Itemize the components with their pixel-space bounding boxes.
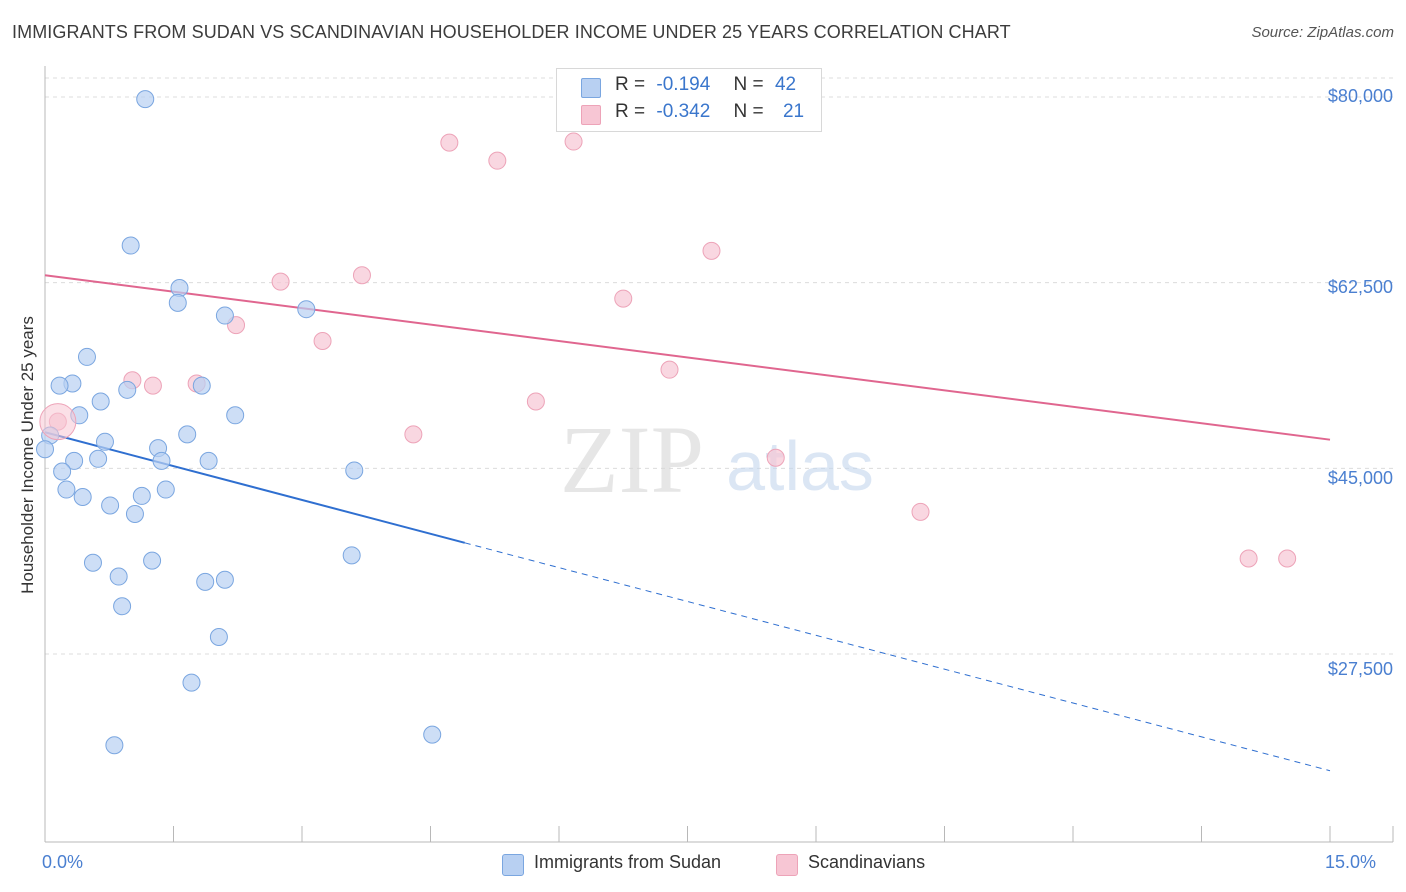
scandinavians-point [488,151,507,170]
watermark-zip: ZIP [560,406,704,513]
sudan-point [132,486,151,505]
sudan-point [178,425,197,444]
n-value: 42 [774,74,797,95]
sudan-swatch [581,78,601,98]
sudan-point [118,380,137,399]
sudan-point [95,432,114,451]
sudan-point [101,496,120,515]
r-value: -0.194 [656,74,711,95]
x-tick-label-min: 0.0% [42,852,84,872]
sudan-point [215,306,234,325]
scandinavians-point [702,241,721,260]
scandinavians-point [614,289,633,308]
gridlines [45,77,1393,655]
sudan-point [168,293,187,312]
chart-title: IMMIGRANTS FROM SUDAN VS SCANDINAVIAN HO… [12,22,1011,42]
x-tick-label-max: 15.0% [1325,852,1377,872]
sudan-point [170,278,189,297]
n-label: N = [733,101,764,122]
scandinavians-legend-label: Scandinavians [808,852,926,872]
sudan-legend-swatch [502,854,524,876]
chart-source: Source: ZipAtlas.com [1251,24,1394,41]
scandinavians-point-large [39,403,77,441]
sudan-point [152,451,171,470]
scandinavians-point [313,332,332,351]
stats-legend: R = -0.194 N = 42 R = -0.342 N = 21 [556,68,822,132]
scandinavians-trend-line [44,274,1331,441]
sudan-point [83,553,102,572]
y-tick-label: $27,500 [1327,659,1393,679]
sudan-point [109,567,128,586]
sudan-point [209,628,228,647]
sudan-point [89,449,108,468]
scandinavians-point [911,502,930,521]
sudan-point [57,480,76,499]
sudan-point [196,572,215,591]
sudan-point [77,347,96,366]
sudan-point [53,462,72,481]
sudan-point [156,480,175,499]
sudan-point [136,90,155,109]
scandinavians-point [526,392,545,411]
y-axis-label: Householder Income Under 25 years [18,316,37,594]
sudan-point [192,376,211,395]
sudan-point [73,487,92,506]
y-tick-label: $62,500 [1327,277,1393,297]
scandinavians-point [564,132,583,151]
sudan-point [423,725,442,744]
scandinavians-point [440,133,459,152]
r-value: -0.342 [656,101,711,122]
y-tick-label: $45,000 [1327,468,1393,488]
r-label: R = [615,74,646,95]
sudan-point [91,392,110,411]
sudan-point [121,236,140,255]
sudan-point [182,673,201,692]
scandinavians-swatch [581,105,601,125]
y-tick-label: $80,000 [1327,86,1393,106]
sudan-point [345,461,364,480]
n-label: N = [733,74,764,95]
sudan-point [297,300,316,319]
sudan-point [105,736,124,755]
sudan-point [226,406,245,425]
sudan-trend-extrapolation [464,542,1331,772]
scandinavians-legend-swatch [776,854,798,876]
sudan-trend-line [44,431,466,544]
data-points [36,90,1297,755]
n-value: 21 [782,101,805,122]
sudan-point [50,376,69,395]
scandinavians-point [143,376,162,395]
sudan-point [342,546,361,565]
axes [44,66,1394,843]
sudan-point [36,440,54,459]
sudan-point [199,451,218,470]
sudan-legend-label: Immigrants from Sudan [534,852,722,872]
scandinavians-point [404,425,423,444]
trend-lines [44,274,1331,772]
sudan-point [113,597,132,616]
r-label: R = [615,101,646,122]
sudan-point [143,551,162,570]
scandinavians-point [660,360,679,379]
sudan-point [65,451,84,470]
scandinavians-point [352,266,371,285]
scandinavians-point [766,448,785,467]
sudan-point [215,570,234,589]
scandinavians-point [271,272,290,291]
scandinavians-point [1239,549,1258,568]
watermark-atlas: atlas [726,427,874,505]
scandinavians-point [1278,549,1297,568]
sudan-point [125,504,144,523]
watermark: ZIP atlas [560,406,874,513]
